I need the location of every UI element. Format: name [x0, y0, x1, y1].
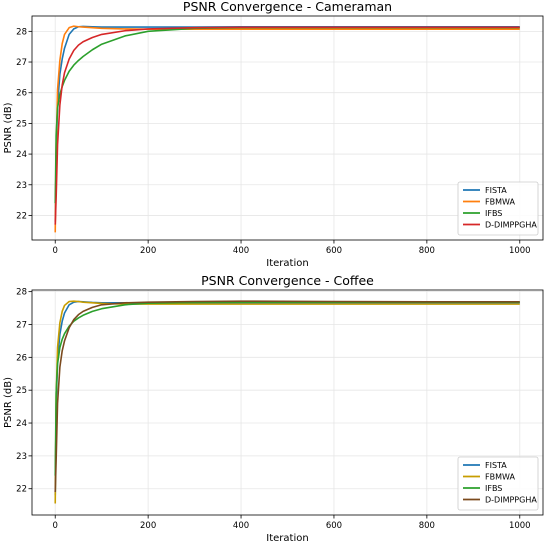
y-tick-label: 23 — [16, 181, 27, 191]
legend-label: FISTA — [485, 461, 507, 470]
legend-box — [457, 181, 539, 236]
series-line-ifbs — [54, 301, 520, 476]
y-axis-label: PSNR (dB) — [3, 102, 14, 153]
y-tick-label: 24 — [16, 150, 27, 160]
series-group — [54, 25, 520, 233]
legend: FISTA FBMWA IFBS D-DIMPPGHA — [457, 456, 539, 511]
x-tick-label: 1000 — [509, 246, 531, 256]
x-axis-label: Iteration — [266, 533, 308, 541]
x-tick-label: 1000 — [509, 521, 531, 531]
legend-label: FBMWA — [485, 198, 515, 207]
y-tick-label: 27 — [16, 58, 27, 68]
y-tick-label: 26 — [16, 353, 27, 363]
x-tick-label: 0 — [53, 521, 58, 531]
series-group — [54, 300, 520, 504]
x-tick-label: 400 — [233, 521, 249, 531]
x-tick-label: 600 — [326, 246, 342, 256]
legend-label: IFBS — [485, 484, 502, 493]
series-line-fbmwa — [54, 25, 520, 233]
x-tick-label: 200 — [140, 246, 156, 256]
series-line-d-dimppgha — [54, 26, 520, 225]
x-axis-label: Iteration — [266, 258, 308, 269]
series-line-d-dimppgha — [54, 300, 520, 493]
legend: FISTA FBMWA IFBS D-DIMPPGHA — [457, 181, 539, 236]
y-tick-label: 22 — [16, 211, 27, 221]
chart-title: PSNR Convergence - Coffee — [201, 273, 374, 288]
x-tick-label: 0 — [53, 246, 58, 256]
y-tick-label: 28 — [16, 288, 27, 298]
y-tick-label: 26 — [16, 89, 27, 99]
y-tick-label: 28 — [16, 27, 27, 37]
series-line-fbmwa — [54, 300, 520, 504]
x-tick-label: 200 — [140, 521, 156, 531]
legend-label: D-DIMPPGHA — [485, 496, 537, 505]
y-tick-label: 22 — [16, 485, 27, 495]
legend-label: D-DIMPPGHA — [485, 221, 537, 230]
y-tick-label: 24 — [16, 419, 27, 429]
chart-panel-1: 0 200 400 600 800 1000 22 23 24 25 26 27 28 PSNR Conv… — [3, 0, 544, 269]
legend-box — [457, 456, 539, 511]
legend-label: IFBS — [485, 209, 502, 218]
x-tick-label: 800 — [419, 246, 435, 256]
y-tick-label: 27 — [16, 320, 27, 330]
x-tick-label: 400 — [233, 246, 249, 256]
y-axis-label: PSNR (dB) — [3, 377, 14, 428]
y-tick-label: 23 — [16, 452, 27, 462]
x-tick-label: 800 — [419, 521, 435, 531]
y-tick-label: 25 — [16, 386, 27, 396]
chart-title: PSNR Convergence - Cameraman — [183, 0, 392, 14]
legend-label: FBMWA — [485, 473, 515, 482]
legend-label: FISTA — [485, 186, 507, 195]
chart-panel-2: 0 200 400 600 800 1000 22 23 24 25 26 27 28 PSNR Conv… — [3, 273, 544, 541]
x-tick-label: 600 — [326, 521, 342, 531]
plot-frame — [31, 289, 544, 516]
plot-frame — [31, 15, 544, 241]
y-tick-label: 25 — [16, 119, 27, 129]
